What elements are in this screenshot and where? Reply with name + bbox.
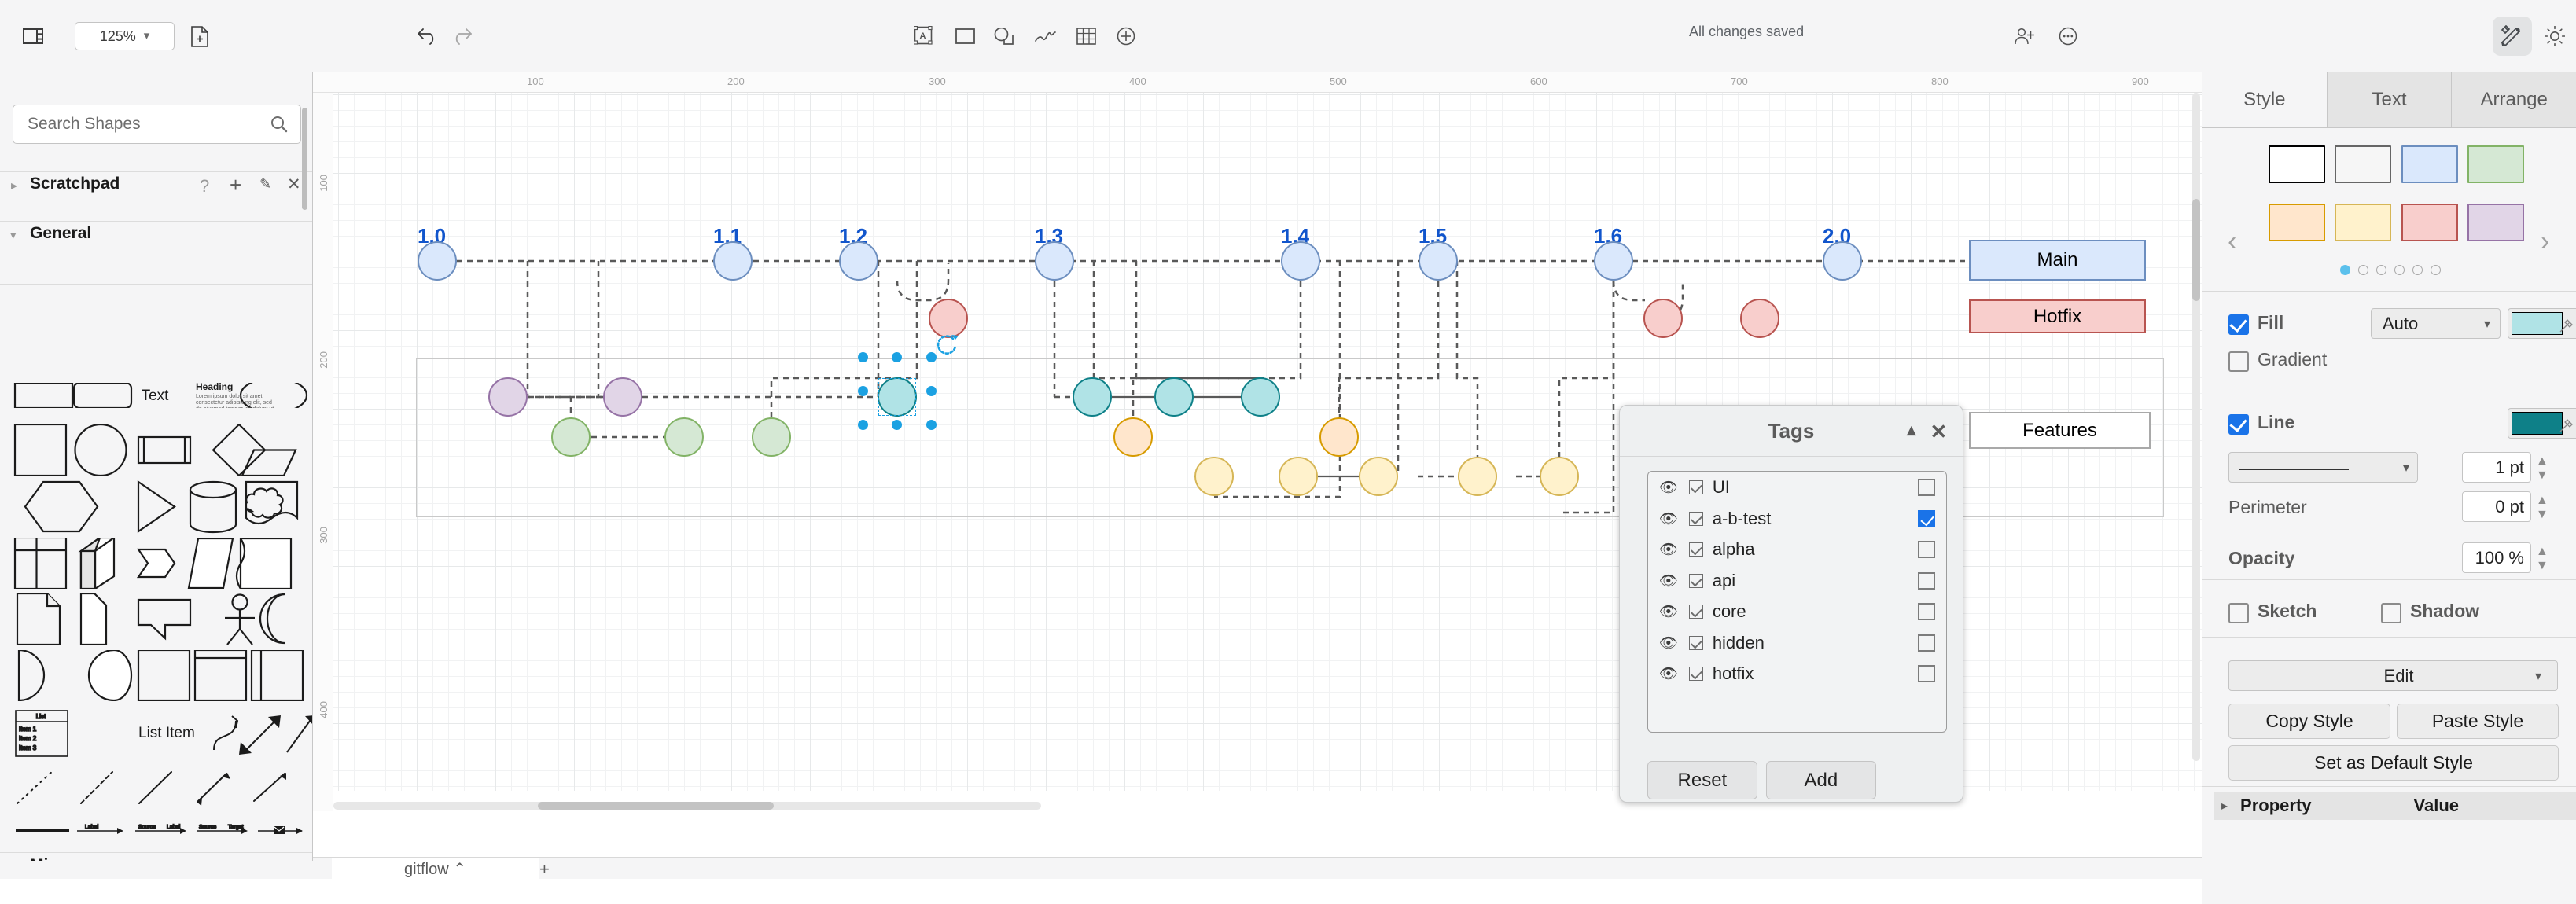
svg-text:Source: Source [138, 825, 156, 830]
svg-text:Lorem ipsum dolor sit amet,: Lorem ipsum dolor sit amet, [196, 394, 263, 399]
svg-text:Target: Target [228, 825, 244, 830]
svg-text:do eiusmod tempor incididunt u: do eiusmod tempor incididunt ut [196, 406, 274, 408]
svg-text:Heading: Heading [196, 383, 233, 392]
svg-text:Item 3: Item 3 [19, 744, 37, 751]
svg-text:Item 1: Item 1 [19, 726, 37, 733]
svg-text:consectetur adipisicing elit,: consectetur adipisicing elit, sed [196, 400, 272, 406]
svg-text:Item 2: Item 2 [19, 735, 37, 742]
svg-text:Source: Source [199, 825, 216, 830]
svg-text:Label: Label [167, 825, 181, 830]
svg-text:A: A [919, 31, 926, 41]
svg-text:List: List [36, 713, 46, 720]
svg-text:Text: Text [142, 388, 170, 404]
svg-text:Label: Label [85, 825, 99, 830]
svg-text:List Item: List Item [138, 725, 195, 741]
